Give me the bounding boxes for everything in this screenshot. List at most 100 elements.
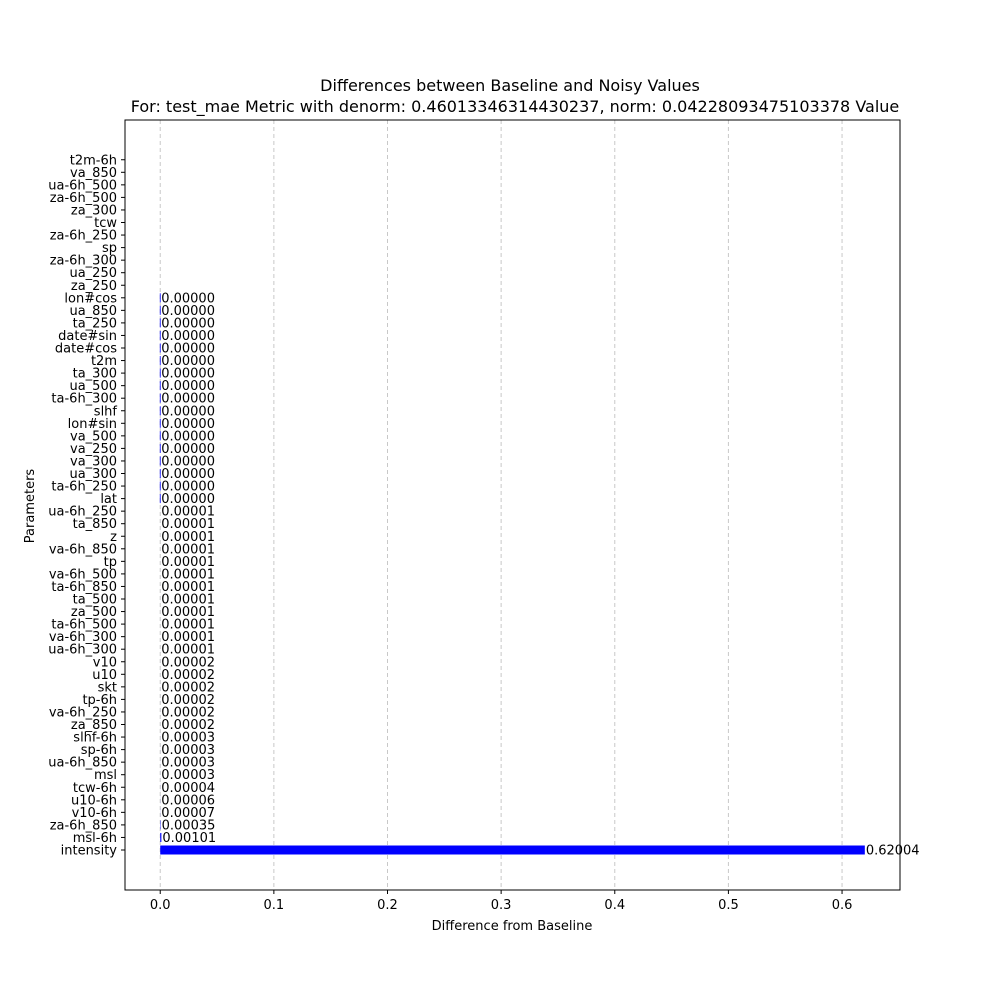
y-tick-label: za-6h_500 bbox=[50, 191, 117, 206]
bar-value-label: 0.00000 bbox=[161, 379, 215, 394]
bar-value-label: 0.00035 bbox=[162, 818, 216, 833]
x-gridlines bbox=[159, 120, 843, 890]
x-tick-label: 0.5 bbox=[718, 898, 739, 913]
y-tick-label: intensity bbox=[61, 844, 118, 859]
y-tick-label: va_850 bbox=[70, 166, 117, 181]
bar-series bbox=[159, 293, 865, 855]
x-tick-label: 0.0 bbox=[150, 898, 171, 913]
y-tick-label: t2m-6h bbox=[70, 153, 117, 168]
x-tick-label: 0.6 bbox=[832, 898, 853, 913]
bar-value-label: 0.00000 bbox=[161, 367, 215, 382]
y-tick-label: ua-6h_250 bbox=[48, 505, 117, 520]
bar-value-label: 0.00001 bbox=[161, 618, 215, 633]
y-tick-label: za-6h_250 bbox=[50, 229, 117, 244]
bar-value-label: 0.00000 bbox=[161, 291, 215, 306]
bar-value-label: 0.62004 bbox=[866, 844, 920, 859]
y-tick-label: date#sin bbox=[58, 329, 117, 344]
y-tick-label: u10 bbox=[92, 668, 117, 683]
y-tick-label: za_250 bbox=[71, 279, 117, 294]
bar-value-label: 0.00000 bbox=[161, 316, 215, 331]
y-tick-label: ua-6h_500 bbox=[48, 178, 117, 193]
y-tick-label: ta_850 bbox=[73, 517, 117, 532]
bar-value-label: 0.00001 bbox=[161, 542, 215, 557]
y-tick-label: lon#sin bbox=[68, 417, 117, 432]
bar-value-label: 0.00000 bbox=[161, 404, 215, 419]
bar-value-label: 0.00001 bbox=[161, 630, 215, 645]
y-tick-label: lon#cos bbox=[64, 291, 117, 306]
bar-value-label: 0.00002 bbox=[161, 705, 215, 720]
y-tick-label: za_500 bbox=[71, 605, 117, 620]
y-tick-label: t2m bbox=[91, 354, 117, 369]
x-axis-ticks: 0.0 0.1 0.2 0.3 0.4 0.5 0.6 bbox=[150, 890, 853, 913]
x-tick-label: 0.4 bbox=[604, 898, 625, 913]
bar-value-label: 0.00001 bbox=[161, 593, 215, 608]
y-tick-label: za_300 bbox=[71, 203, 117, 218]
y-tick-label: skt bbox=[98, 680, 117, 695]
bar-value-label: 0.00000 bbox=[161, 417, 215, 432]
y-tick-label: ta-6h_500 bbox=[51, 618, 117, 633]
y-tick-label: va-6h_300 bbox=[49, 630, 117, 645]
bar-value-label: 0.00000 bbox=[161, 492, 215, 507]
bar-value-label: 0.00006 bbox=[161, 793, 215, 808]
y-tick-label: ua_300 bbox=[69, 467, 117, 482]
y-tick-label: msl-6h bbox=[73, 831, 117, 846]
x-tick-label: 0.1 bbox=[264, 898, 285, 913]
chart-title: Differences between Baseline and Noisy V… bbox=[320, 76, 700, 95]
y-tick-label: tcw-6h bbox=[73, 781, 117, 796]
bar-value-label: 0.00101 bbox=[162, 831, 216, 846]
y-tick-label: ta_250 bbox=[73, 316, 117, 331]
y-tick-label: za-6h_850 bbox=[50, 818, 117, 833]
bar-value-label: 0.00003 bbox=[161, 768, 215, 783]
y-tick-label: za-6h_300 bbox=[50, 254, 117, 269]
bar-value-label: 0.00000 bbox=[161, 329, 215, 344]
y-tick-label: v10-6h bbox=[72, 806, 117, 821]
bar bbox=[160, 845, 865, 855]
y-tick-label: ua_250 bbox=[69, 266, 117, 281]
bar-value-label: 0.00003 bbox=[161, 756, 215, 771]
y-tick-label: z bbox=[110, 530, 117, 545]
y-tick-label: msl bbox=[94, 768, 117, 783]
y-tick-label: slhf bbox=[94, 404, 118, 419]
bar-value-label: 0.00000 bbox=[161, 354, 215, 369]
y-tick-label: u10-6h bbox=[71, 793, 117, 808]
y-tick-label: tp-6h bbox=[82, 693, 117, 708]
y-tick-label: ta_500 bbox=[73, 593, 117, 608]
y-tick-label: sp-6h bbox=[81, 743, 117, 758]
x-tick-label: 0.2 bbox=[377, 898, 398, 913]
y-axis-ticks: intensitymsl-6hza-6h_850v10-6hu10-6htcw-… bbox=[48, 153, 125, 859]
bar-value-label: 0.00002 bbox=[161, 668, 215, 683]
y-tick-label: date#cos bbox=[55, 342, 117, 357]
bar-value-label: 0.00001 bbox=[161, 580, 215, 595]
bar bbox=[160, 832, 162, 842]
y-tick-label: va_300 bbox=[70, 454, 117, 469]
x-axis-label: Difference from Baseline bbox=[432, 919, 593, 934]
y-tick-label: ua-6h_300 bbox=[48, 643, 117, 658]
y-tick-label: ua_500 bbox=[69, 379, 117, 394]
bar-value-label: 0.00007 bbox=[161, 806, 215, 821]
bar-value-label: 0.00000 bbox=[161, 467, 215, 482]
y-tick-label: tp bbox=[104, 555, 117, 570]
chart-subtitle: For: test_mae Metric with denorm: 0.4601… bbox=[131, 97, 900, 117]
plot-area-frame bbox=[124, 119, 901, 891]
y-tick-label: va-6h_500 bbox=[49, 567, 117, 582]
y-tick-label: ta-6h_250 bbox=[51, 480, 117, 495]
y-tick-label: ta_300 bbox=[73, 367, 117, 382]
bar-value-label: 0.00004 bbox=[161, 781, 215, 796]
bar-value-label: 0.00000 bbox=[161, 342, 215, 357]
y-tick-label: va-6h_850 bbox=[49, 542, 117, 557]
y-tick-label: va_250 bbox=[70, 442, 117, 457]
bar-value-label: 0.00001 bbox=[161, 643, 215, 658]
bar-value-label: 0.00002 bbox=[161, 693, 215, 708]
y-axis-label: Parameters bbox=[23, 469, 38, 544]
bar-value-label: 0.00000 bbox=[161, 442, 215, 457]
bar-value-label: 0.00001 bbox=[161, 605, 215, 620]
x-tick-label: 0.3 bbox=[491, 898, 512, 913]
bar-value-label: 0.00002 bbox=[161, 655, 215, 670]
bar-value-label: 0.00003 bbox=[161, 731, 215, 746]
y-tick-label: sp bbox=[102, 241, 117, 256]
y-tick-label: v10 bbox=[93, 655, 117, 670]
bar-value-label: 0.00000 bbox=[161, 480, 215, 495]
value-labels: 0.620040.001010.000350.000070.000060.000… bbox=[161, 291, 919, 858]
y-tick-label: ta-6h_850 bbox=[51, 580, 117, 595]
